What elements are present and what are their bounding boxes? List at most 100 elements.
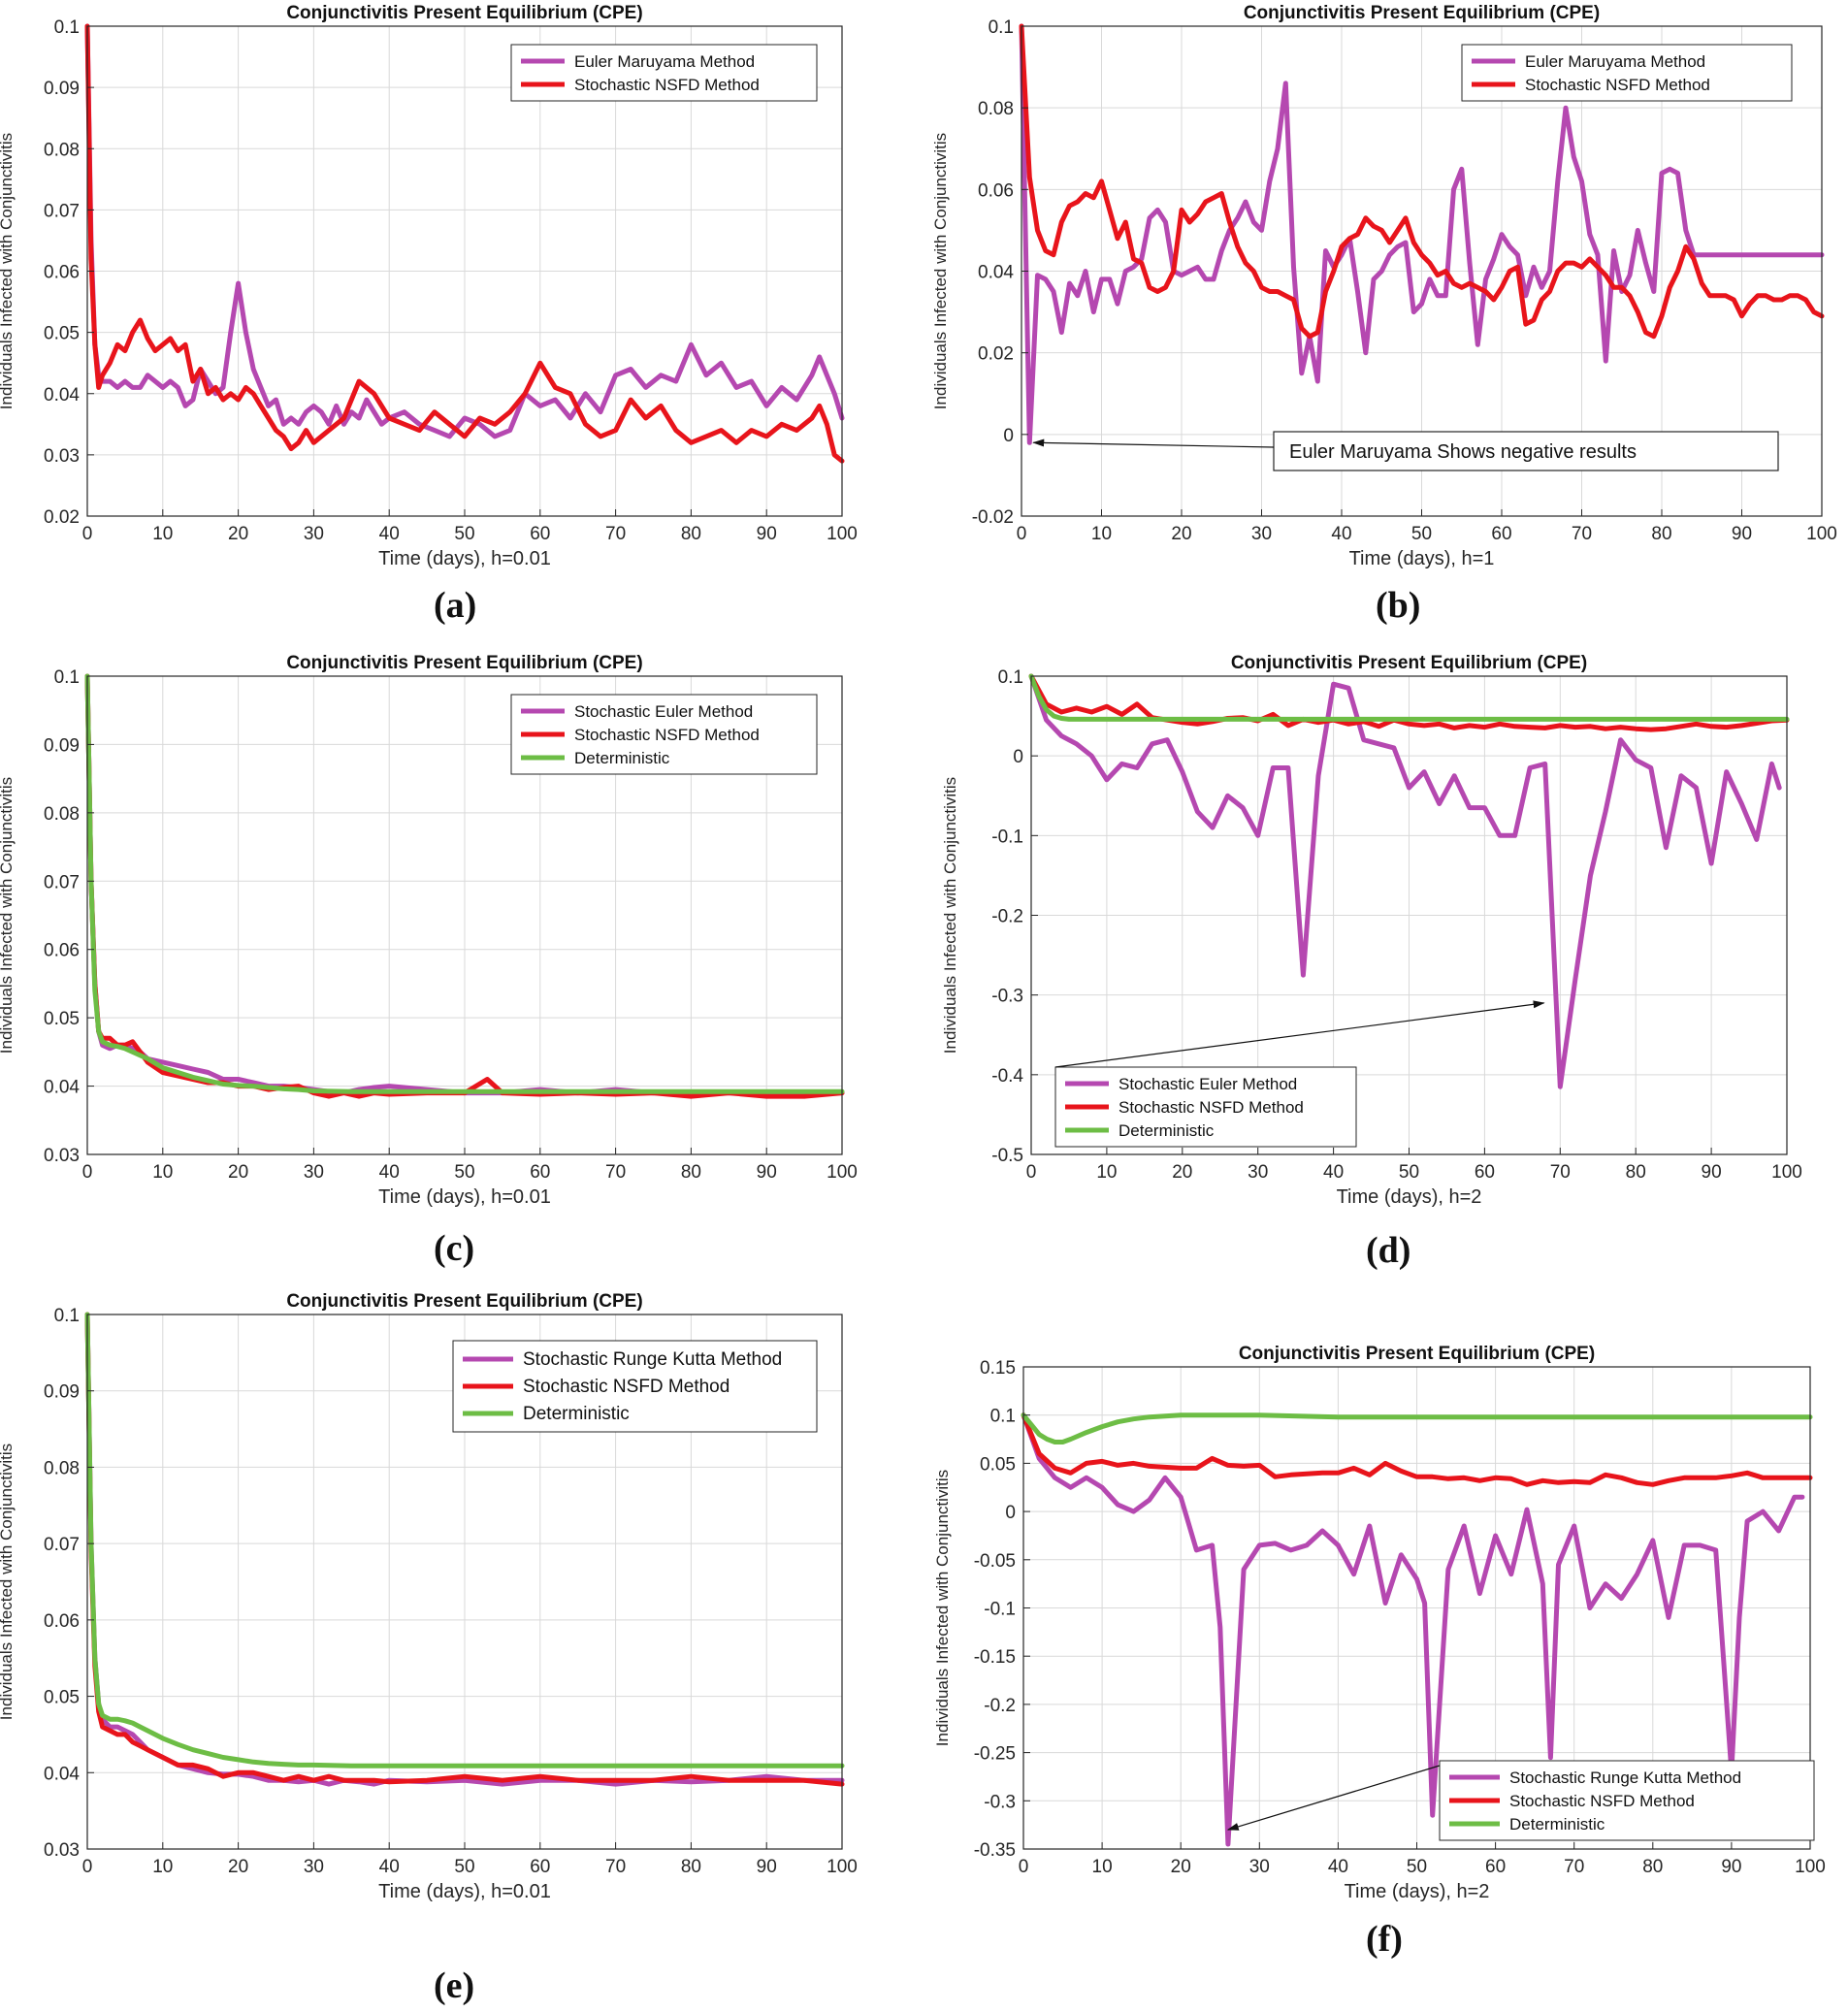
y-tick-label: 0.09	[44, 735, 80, 756]
y-tick-label: 0.1	[54, 667, 80, 688]
x-tick-label: 100	[827, 1162, 858, 1183]
y-tick-label: 0.06	[44, 941, 80, 961]
series-line-deterministic	[1021, 1412, 1813, 1444]
x-tick-label: 50	[1411, 524, 1432, 544]
chart-panel-a: 0 10 20 30 40 50 60 70 80 90 100 0.02 0.03 0.04 0.05 0.…	[0, 3, 858, 569]
x-tick-label: 30	[304, 1162, 324, 1183]
x-tick-label: 10	[152, 1162, 173, 1183]
y-tick-label: 0.04	[44, 1078, 80, 1098]
y-tick-label: -0.35	[974, 1840, 1016, 1861]
legend-entry: Stochastic NSFD Method	[574, 76, 760, 94]
x-tick-label: 90	[1702, 1162, 1722, 1183]
x-tick-label: 20	[1172, 1162, 1192, 1183]
legend: Euler Maruyama Method Stochastic NSFD Met…	[1461, 44, 1793, 102]
x-axis-label: Time (days), h=0.01	[378, 548, 551, 569]
x-tick-label: 0	[82, 1162, 93, 1183]
x-tick-label: 60	[1475, 1162, 1495, 1183]
x-tick-label: 90	[757, 1857, 777, 1877]
legend: Stochastic Euler Method Stochastic NSFD M…	[510, 694, 818, 775]
x-tick-label: 50	[454, 524, 474, 544]
x-tick-label: 20	[228, 524, 248, 544]
x-axis-label: Time (days), h=2	[1345, 1881, 1490, 1902]
y-tick-label: -0.15	[974, 1647, 1016, 1668]
y-tick-label: 0.06	[44, 1611, 80, 1632]
legend-entry: Stochastic NSFD Method	[523, 1377, 729, 1397]
y-tick-label: -0.3	[984, 1792, 1016, 1812]
x-tick-label: 0	[82, 1857, 93, 1877]
legend-box	[1439, 1760, 1815, 1841]
y-tick-label: 0.03	[44, 1146, 80, 1166]
series-line-stochastic-nsfd-method	[84, 23, 845, 464]
y-tick-label: 0.15	[980, 1358, 1016, 1379]
x-tick-label: 90	[757, 524, 777, 544]
x-tick-label: 80	[1642, 1857, 1663, 1877]
legend-box	[452, 1340, 818, 1433]
x-tick-label: 0	[1026, 1162, 1037, 1183]
x-tick-label: 40	[1323, 1162, 1344, 1183]
x-axis-label: Time (days), h=1	[1349, 548, 1495, 569]
y-tick-label: 0.06	[44, 263, 80, 283]
x-tick-label: 30	[1248, 1162, 1268, 1183]
x-tick-label: 60	[530, 1857, 550, 1877]
x-tick-label: 30	[304, 1857, 324, 1877]
x-tick-label: 90	[1721, 1857, 1741, 1877]
panel-label-b: (b)	[1376, 585, 1421, 626]
legend-entry: Deterministic	[1119, 1121, 1215, 1140]
x-tick-label: 60	[1485, 1857, 1506, 1877]
legend-entry: Stochastic Runge Kutta Method	[1509, 1769, 1741, 1787]
y-tick-label: 0.09	[44, 79, 80, 99]
legend-entry: Euler Maruyama Method	[574, 52, 755, 71]
legend: Stochastic Runge Kutta Method Stochastic …	[452, 1340, 818, 1433]
legend-entry: Deterministic	[1509, 1815, 1605, 1834]
panel-label-d: (d)	[1366, 1230, 1411, 1271]
chart-title: Conjunctivitis Present Equilibrium (CPE)	[1231, 653, 1587, 673]
y-tick-label: 0.1	[990, 1407, 1016, 1427]
y-tick-label: 0.1	[998, 667, 1023, 688]
legend: Stochastic Euler Method Stochastic NSFD M…	[1054, 1066, 1357, 1148]
legend-entry: Stochastic NSFD Method	[1525, 76, 1710, 94]
x-tick-label: 70	[605, 524, 626, 544]
x-tick-label: 0	[1017, 524, 1027, 544]
series-line-euler-maruyama-method	[84, 23, 845, 439]
y-tick-label: 0.08	[44, 1458, 80, 1478]
y-tick-label: 0.05	[980, 1454, 1016, 1475]
x-tick-label: 10	[1091, 524, 1112, 544]
x-tick-label: 60	[530, 524, 550, 544]
legend-entry: Deterministic	[574, 749, 670, 767]
x-tick-label: 100	[827, 524, 858, 544]
x-tick-label: 100	[1795, 1857, 1826, 1877]
annotation-box	[1273, 431, 1779, 471]
y-tick-label: 0.06	[978, 180, 1014, 201]
x-tick-label: 70	[1564, 1857, 1584, 1877]
y-tick-label: -0.1	[991, 827, 1023, 847]
x-tick-label: 20	[1171, 1857, 1191, 1877]
y-axis-label: Individuals Infected with Conjunctivitis	[931, 133, 950, 409]
y-tick-label: 0.1	[54, 1306, 80, 1326]
x-tick-label: 50	[1407, 1857, 1427, 1877]
chart-panel-b: 0 10 20 30 40 50 60 70 80 90 100-0.0200.020.040.06…	[931, 3, 1837, 569]
annotation-arrow	[1032, 438, 1275, 448]
y-tick-label: 0.04	[44, 385, 80, 406]
x-tick-label: 40	[379, 1857, 400, 1877]
y-tick-label: -0.1	[984, 1600, 1016, 1620]
legend-entry: Stochastic NSFD Method	[574, 726, 760, 744]
x-tick-label: 50	[454, 1857, 474, 1877]
x-axis-label: Time (days), h=0.01	[378, 1881, 551, 1902]
legend: Euler Maruyama Method Stochastic NSFD Met…	[510, 44, 818, 102]
series-line-stochastic-runge-kutta-method	[1021, 1412, 1805, 1847]
x-tick-label: 40	[1331, 524, 1351, 544]
x-tick-label: 80	[681, 1857, 701, 1877]
chart-panel-d: 0 10 20 30 40 50 60 70 80 90 100 -0.5 -0.4 -0.3 -0.2 -0…	[941, 653, 1802, 1208]
chart-title: Conjunctivitis Present Equilibrium (CPE)	[286, 3, 642, 23]
chart-panel-f: 0 10 20 30 40 50 60 70 80 90 100 -0.35 -0.3 -0.25 -0.2…	[933, 1344, 1826, 1902]
y-tick-label: 0.05	[44, 324, 80, 344]
y-tick-label: 0	[1003, 426, 1014, 446]
panel-label-f: (f)	[1366, 1919, 1403, 1960]
y-tick-label: -0.4	[991, 1066, 1023, 1087]
x-tick-label: 80	[1651, 524, 1671, 544]
y-tick-label: 0.02	[978, 344, 1014, 365]
series-line-stochastic-nsfd-method	[1021, 1412, 1813, 1487]
x-tick-label: 40	[379, 1162, 400, 1183]
x-tick-label: 20	[228, 1857, 248, 1877]
